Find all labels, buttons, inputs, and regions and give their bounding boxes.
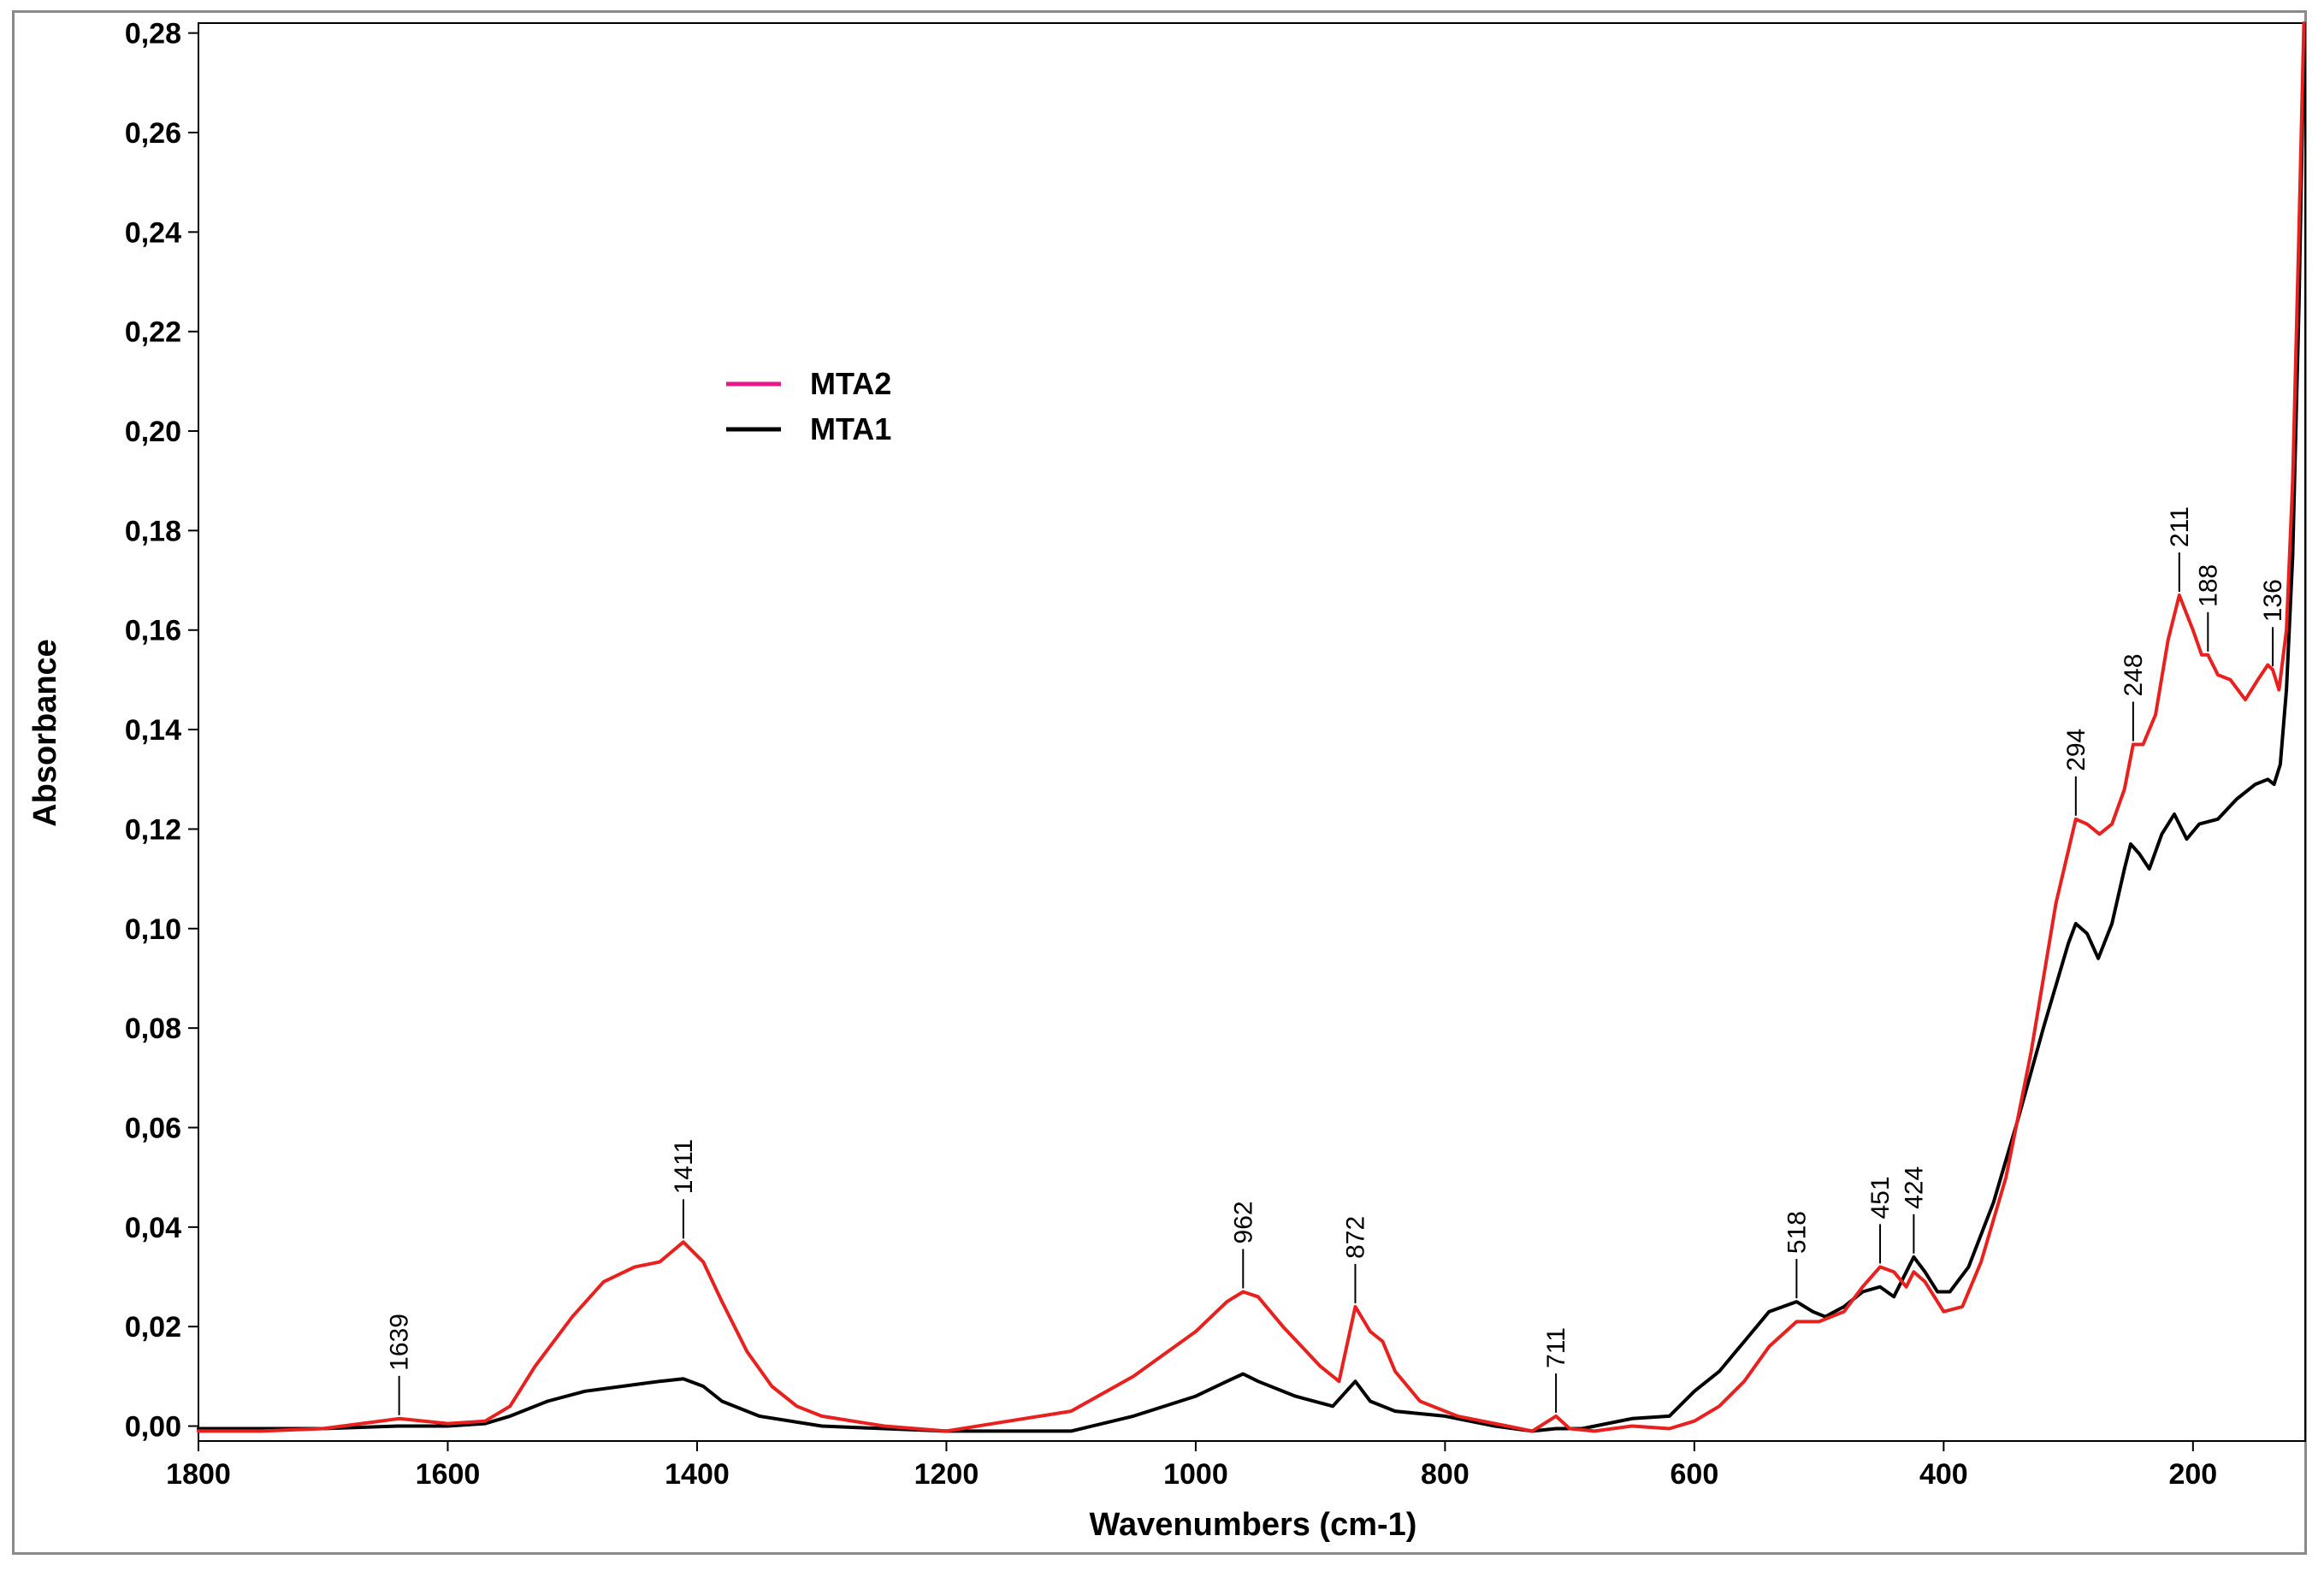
peak-label: 248	[2120, 653, 2148, 696]
peak-label: 518	[1783, 1211, 1811, 1254]
x-tick-label: 200	[2168, 1458, 2217, 1491]
y-tick-label: 0,28	[125, 18, 181, 50]
peak-label: 1411	[670, 1139, 698, 1195]
peak-label: 962	[1229, 1201, 1257, 1243]
y-tick-label: 0,12	[125, 813, 181, 846]
peak-label: 136	[2259, 579, 2287, 622]
peak-label: 211	[2166, 506, 2194, 547]
peak-label: 188	[2194, 564, 2222, 607]
peak-label: 294	[2062, 729, 2090, 771]
legend: MTA2 MTA1	[726, 366, 891, 446]
x-axis-title: Wavenumbers (cm-1)	[1090, 1507, 1417, 1543]
plot-area	[198, 22, 2306, 1442]
x-tick-label: 400	[1919, 1458, 1968, 1491]
y-tick-label: 0,04	[125, 1212, 181, 1244]
x-tick-label: 1400	[665, 1458, 730, 1491]
legend-label-mta2: MTA2	[810, 366, 891, 401]
x-tick-label: 1600	[416, 1458, 481, 1491]
x-tick-label: 600	[1671, 1458, 1719, 1491]
y-tick-label: 0,08	[125, 1013, 181, 1045]
y-tick-label: 0,00	[125, 1411, 181, 1444]
y-tick-label: 0,06	[125, 1112, 181, 1144]
peak-label: 424	[1900, 1167, 1928, 1209]
peak-label: 1639	[386, 1314, 414, 1371]
chart-frame: 0,00 0,02 0,04 0,06 0,08 0,10 0,12 0,14 0,16 0,18…	[12, 10, 2307, 1555]
x-tick-label: 1200	[914, 1458, 979, 1491]
series-layer	[197, 21, 2306, 1433]
y-tick-label: 0,20	[125, 416, 181, 448]
spectrum-chart: 0,00 0,02 0,04 0,06 0,08 0,10 0,12 0,14 0,16 0,18…	[27, 18, 2306, 1543]
y-axis-title: Absorbance	[27, 639, 63, 827]
series-line-mta2	[197, 21, 2306, 1433]
legend-label-mta1: MTA1	[810, 411, 891, 446]
y-tick-label: 0,10	[125, 913, 181, 946]
x-tick-label: 1000	[1163, 1458, 1228, 1491]
peak-label: 711	[1542, 1327, 1570, 1368]
x-tick-label: 1800	[166, 1458, 231, 1491]
peak-label: 872	[1341, 1216, 1369, 1259]
y-tick-label: 0,02	[125, 1311, 181, 1344]
y-tick-label: 0,16	[125, 615, 181, 647]
y-tick-label: 0,26	[125, 117, 181, 150]
y-tick-label: 0,18	[125, 515, 181, 547]
y-tick-label: 0,24	[125, 216, 181, 249]
y-tick-label: 0,22	[125, 316, 181, 349]
x-tick-label: 800	[1421, 1458, 1470, 1491]
peak-label: 451	[1866, 1176, 1895, 1219]
y-tick-label: 0,14	[125, 714, 181, 747]
tick-layer: 0,00 0,02 0,04 0,06 0,08 0,10 0,12 0,14 0,16 0,18…	[125, 18, 2217, 1491]
series-line-mta1	[197, 41, 2306, 1433]
